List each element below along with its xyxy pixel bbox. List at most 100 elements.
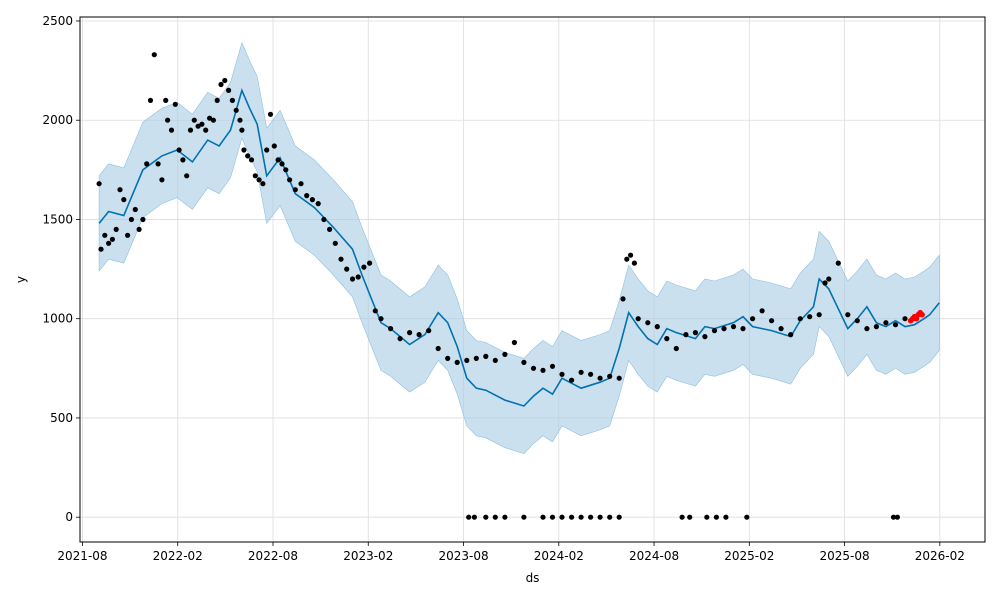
- observed-point: [607, 514, 613, 520]
- x-axis-ticks: 2021-08 2022-02 2022-08 2023-02 2023-08 2024-…: [57, 542, 965, 563]
- observed-point: [530, 365, 537, 371]
- observed-point: [125, 232, 131, 238]
- observed-point: [902, 316, 908, 322]
- observed-point: [788, 332, 794, 338]
- observed-point: [271, 143, 277, 149]
- observed-point: [578, 514, 584, 520]
- observed-point: [702, 334, 708, 340]
- x-tick-label: 2024-02: [534, 549, 584, 563]
- observed-point: [822, 280, 828, 286]
- observed-point: [540, 514, 546, 520]
- observed-point: [210, 117, 216, 123]
- observed-point: [588, 514, 594, 520]
- observed-point: [835, 260, 841, 266]
- observed-point: [304, 193, 310, 199]
- observed-point: [540, 367, 546, 373]
- x-tick-label: 2022-02: [153, 549, 203, 563]
- x-tick-label: 2024-08: [629, 549, 679, 563]
- observed-point: [283, 167, 289, 173]
- x-axis-label: ds: [526, 571, 540, 585]
- observed-point: [298, 181, 304, 187]
- observed-point: [355, 274, 361, 280]
- observed-point: [890, 514, 897, 520]
- observed-point: [426, 328, 432, 334]
- observed-point: [155, 161, 161, 167]
- observed-point: [416, 332, 422, 338]
- observed-point: [237, 117, 243, 123]
- observed-point: [338, 256, 344, 262]
- observed-point: [388, 326, 394, 332]
- observed-point: [147, 97, 154, 103]
- observed-point: [96, 181, 102, 187]
- observed-point: [569, 514, 575, 520]
- observed-point: [191, 117, 197, 123]
- observed-point: [321, 216, 327, 223]
- observed-point: [397, 336, 403, 342]
- observed-point: [332, 240, 338, 246]
- observed-point: [521, 514, 527, 520]
- observed-point: [559, 514, 565, 520]
- observed-point: [128, 216, 134, 223]
- observed-point: [256, 177, 262, 183]
- observed-points: [96, 52, 908, 520]
- observed-point: [816, 312, 822, 318]
- observed-point: [721, 326, 727, 332]
- observed-point: [344, 266, 350, 272]
- observed-point: [117, 187, 123, 193]
- y-tick-label: 2000: [42, 113, 73, 127]
- observed-point: [151, 52, 157, 58]
- observed-point: [628, 252, 634, 258]
- observed-point: [616, 375, 622, 381]
- observed-point: [740, 326, 746, 332]
- observed-point: [769, 318, 775, 324]
- observed-point: [214, 97, 220, 103]
- observed-point: [616, 514, 622, 520]
- observed-point: [759, 308, 765, 314]
- observed-point: [445, 355, 451, 361]
- observed-point: [239, 127, 245, 133]
- observed-point: [267, 111, 274, 117]
- observed-point: [241, 147, 247, 153]
- x-tick-label: 2023-08: [438, 549, 488, 563]
- observed-point: [892, 322, 899, 328]
- observed-point: [473, 355, 479, 361]
- observed-point: [521, 359, 527, 365]
- observed-point: [168, 127, 175, 133]
- observed-point: [454, 359, 460, 365]
- y-tick-label: 0: [65, 510, 73, 524]
- observed-point: [252, 173, 258, 179]
- observed-point: [327, 226, 333, 232]
- observed-point: [864, 326, 870, 332]
- observed-point: [163, 97, 169, 103]
- observed-point: [549, 514, 556, 520]
- observed-point: [260, 181, 266, 187]
- observed-point: [502, 351, 508, 357]
- observed-point: [435, 345, 441, 352]
- observed-point: [597, 514, 603, 520]
- x-tick-label: 2025-02: [724, 549, 774, 563]
- observed-point: [275, 157, 281, 163]
- observed-point: [673, 345, 679, 352]
- observed-point: [121, 197, 127, 203]
- observed-point: [483, 514, 489, 520]
- observed-point: [713, 514, 720, 520]
- observed-point: [492, 357, 498, 363]
- x-tick-label: 2025-08: [820, 549, 870, 563]
- observed-point: [165, 117, 171, 123]
- observed-point: [744, 514, 750, 520]
- forecast-line: [98, 88, 940, 407]
- observed-point: [264, 147, 270, 153]
- observed-point: [807, 314, 813, 320]
- observed-point: [113, 226, 119, 232]
- observed-point: [98, 246, 104, 252]
- observed-point: [292, 187, 298, 193]
- observed-point: [349, 276, 356, 282]
- y-axis-label: y: [14, 276, 28, 283]
- x-tick-label: 2023-02: [343, 549, 393, 563]
- observed-point: [511, 339, 517, 346]
- observed-point: [624, 256, 630, 262]
- observed-point: [645, 320, 651, 326]
- x-tick-label: 2021-08: [57, 549, 107, 563]
- observed-point: [778, 326, 784, 332]
- recent-points: [907, 309, 925, 324]
